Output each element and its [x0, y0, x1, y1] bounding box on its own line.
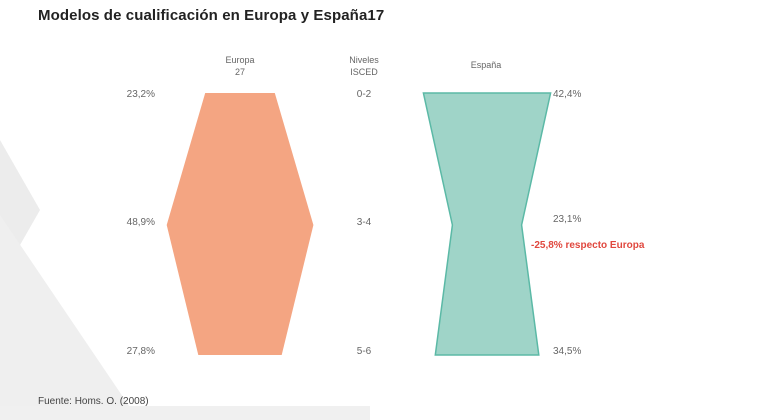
espana-value-0-2: 42,4%: [553, 89, 581, 100]
europa-value-5-6: 27,8%: [127, 346, 155, 357]
europa-value-3-4: 48,9%: [127, 217, 155, 228]
europa-value-0-2: 23,2%: [127, 89, 155, 100]
shape-europa: [166, 93, 314, 355]
level-label-3-4: 3-4: [357, 217, 372, 228]
series-header-espana: España: [471, 60, 502, 70]
levels-header-line1: Niveles: [349, 55, 379, 65]
espana-value-3-4: 23,1%: [553, 214, 581, 225]
levels-header-line2: ISCED: [350, 67, 378, 77]
level-label-5-6: 5-6: [357, 346, 372, 357]
espana-value-5-6: 34,5%: [553, 346, 581, 357]
shape-espana: [422, 92, 552, 356]
difference-annotation: -25,8% respecto Europa: [531, 240, 645, 251]
series-header-europa-line1: Europa: [225, 55, 254, 65]
series-header-europa-line2: 27: [235, 67, 245, 77]
background-strip: [0, 406, 370, 420]
source-note: Fuente: Homs. O. (2008): [38, 396, 149, 407]
chart-title: Modelos de cualificación en Europa y Esp…: [38, 7, 385, 24]
level-label-0-2: 0-2: [357, 89, 372, 100]
